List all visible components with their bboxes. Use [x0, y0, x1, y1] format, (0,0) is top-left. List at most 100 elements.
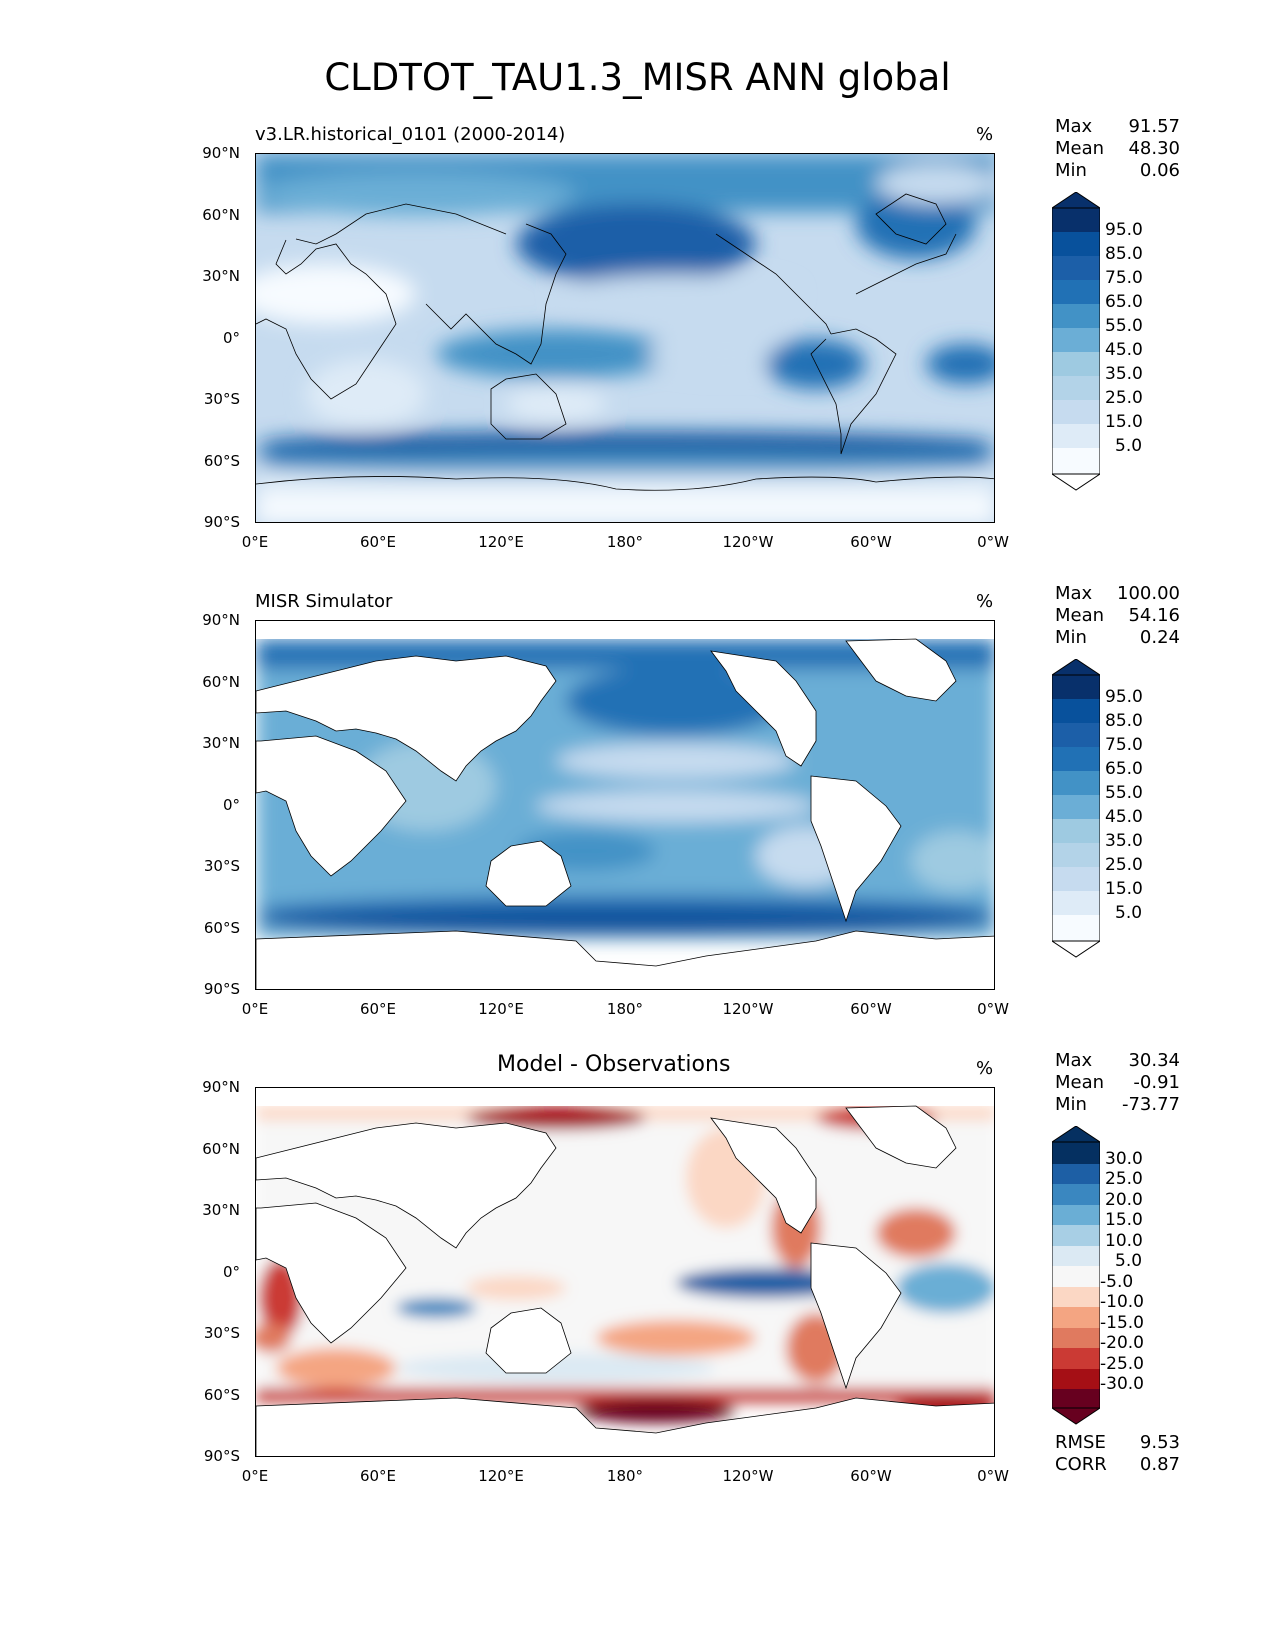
- panel2-cb-label: 5.0: [1115, 903, 1143, 923]
- panel1-lon-label-60e: 60°E: [359, 533, 397, 551]
- panel1-cb-label: 45.0: [1105, 340, 1143, 360]
- panel1-stat-min-value: 0.06: [1139, 160, 1180, 181]
- panel3-stat-mean-value: -0.91: [1133, 1072, 1180, 1093]
- panel3-lon-label-180: 180°: [606, 1467, 644, 1485]
- panel1-map: [255, 153, 995, 523]
- panel1-cb-label: 35.0: [1105, 364, 1143, 384]
- panel2-lon-label-0w: 0°W: [977, 1000, 1009, 1018]
- panel3-cb-label: 30.0: [1105, 1149, 1143, 1169]
- panel1-lat-label-0: 0°: [222, 329, 240, 347]
- panel3-stat-max-key: Max: [1055, 1050, 1093, 1071]
- panel2-lon-label-0e: 0°E: [241, 1000, 269, 1018]
- panel3-units: %: [976, 1058, 994, 1079]
- panel1-stat-mean-key: Mean: [1055, 138, 1105, 159]
- panel1-cb-label: 65.0: [1105, 292, 1143, 312]
- panel2-lon-label-60e: 60°E: [359, 1000, 397, 1018]
- panel3-stat-rmse-value: 9.53: [1139, 1432, 1180, 1453]
- panel2-stat-mean: Mean 54.16: [1055, 605, 1180, 627]
- panel1-stat-max-value: 91.57: [1128, 116, 1180, 137]
- panel1-lon-label-120w: 120°W: [722, 533, 774, 551]
- panel3-lat-label-90s: 90°S: [203, 1447, 240, 1465]
- panel3-cb-label: 25.0: [1105, 1169, 1143, 1189]
- panel3-cb-label: -15.0: [1100, 1313, 1144, 1333]
- panel2-map: [255, 620, 995, 990]
- panel3-cb-label: 15.0: [1105, 1210, 1143, 1230]
- panel3-cb-label: 10.0: [1105, 1231, 1143, 1251]
- panel2-stat-mean-value: 54.16: [1128, 605, 1180, 626]
- panel3-stat-max-value: 30.34: [1128, 1050, 1180, 1071]
- panel2-cb-label: 45.0: [1105, 807, 1143, 827]
- panel2-stat-max-value: 100.00: [1117, 583, 1180, 604]
- panel2-cb-label: 85.0: [1105, 711, 1143, 731]
- panel2-stat-max-key: Max: [1055, 583, 1093, 604]
- panel1-lon-label-60w: 60°W: [850, 533, 892, 551]
- panel2-cb-label: 35.0: [1105, 831, 1143, 851]
- panel2-cb-label: 55.0: [1105, 783, 1143, 803]
- panel1-lon-label-120e: 120°E: [478, 533, 524, 551]
- panel3-cb-label: -10.0: [1100, 1292, 1144, 1312]
- panel2-cb-label: 15.0: [1105, 879, 1143, 899]
- panel1-cb-label: 55.0: [1105, 316, 1143, 336]
- panel3-cb-label: 20.0: [1105, 1190, 1143, 1210]
- panel1-lat-label-90n: 90°N: [202, 144, 240, 162]
- panel3-lon-label-120e: 120°E: [478, 1467, 524, 1485]
- panel2-lat-label-90n: 90°N: [202, 611, 240, 629]
- panel1-colorbar-bins: [1052, 192, 1100, 491]
- panel2-lon-label-120w: 120°W: [722, 1000, 774, 1018]
- panel1-title: v3.LR.historical_0101 (2000-2014): [255, 124, 566, 145]
- panel3-map: [255, 1087, 995, 1457]
- panel3-cb-label: -30.0: [1100, 1374, 1144, 1394]
- panel2-stat-mean-key: Mean: [1055, 605, 1105, 626]
- panel2-lat-label-60s: 60°S: [203, 919, 240, 937]
- panel1-cb-label: 95.0: [1105, 220, 1143, 240]
- figure-title: CLDTOT_TAU1.3_MISR ANN global: [324, 56, 951, 99]
- panel1-cb-label: 75.0: [1105, 268, 1143, 288]
- panel1-lat-label-90s: 90°S: [203, 513, 240, 531]
- panel3-stat-rmse: RMSE 9.53: [1055, 1432, 1180, 1454]
- panel1-cb-label: 5.0: [1115, 436, 1143, 456]
- panel2-cb-label: 25.0: [1105, 855, 1143, 875]
- panel1-lat-label-60s: 60°S: [203, 452, 240, 470]
- panel2-lon-label-180: 180°: [606, 1000, 644, 1018]
- panel2-lon-label-60w: 60°W: [850, 1000, 892, 1018]
- panel3-stat-min-key: Min: [1055, 1094, 1087, 1115]
- panel3-stat-corr: CORR 0.87: [1055, 1454, 1180, 1476]
- panel3-lon-label-0w: 0°W: [977, 1467, 1009, 1485]
- panel3-stat-min-value: -73.77: [1121, 1094, 1180, 1115]
- panel2-stat-min-value: 0.24: [1139, 627, 1180, 648]
- panel2-stat-min-key: Min: [1055, 627, 1087, 648]
- panel1-lat-label-30s: 30°S: [203, 390, 240, 408]
- panel2-lat-label-90s: 90°S: [203, 980, 240, 998]
- panel3-colorbar: [1052, 1126, 1100, 1425]
- panel3-cb-label: -25.0: [1100, 1354, 1144, 1374]
- panel1-stat-min: Min 0.06: [1055, 160, 1180, 182]
- panel1-lon-label-0e: 0°E: [241, 533, 269, 551]
- panel2-lat-label-0: 0°: [222, 796, 240, 814]
- panel2-colorbar: [1052, 659, 1100, 958]
- panel1-lat-label-60n: 60°N: [202, 206, 240, 224]
- panel1-cb-label: 85.0: [1105, 244, 1143, 264]
- panel2-units: %: [976, 591, 994, 612]
- panel3-lon-label-120w: 120°W: [722, 1467, 774, 1485]
- panel1-cb-label: 25.0: [1105, 388, 1143, 408]
- panel2-lon-label-120e: 120°E: [478, 1000, 524, 1018]
- panel3-stat-corr-value: 0.87: [1139, 1454, 1180, 1475]
- panel3-lat-label-30s: 30°S: [203, 1324, 240, 1342]
- panel3-lat-label-30n: 30°N: [202, 1201, 240, 1219]
- panel3-stat-corr-key: CORR: [1055, 1454, 1107, 1475]
- panel3-lat-label-60s: 60°S: [203, 1386, 240, 1404]
- panel3-cb-label: 5.0: [1115, 1251, 1143, 1271]
- panel3-cb-label: -20.0: [1100, 1333, 1144, 1353]
- panel3-lat-label-90n: 90°N: [202, 1078, 240, 1096]
- panel3-stat-mean: Mean -0.91: [1055, 1072, 1180, 1094]
- panel2-colorbar-bins: [1052, 659, 1100, 958]
- panel1-stat-max-key: Max: [1055, 116, 1093, 137]
- panel1-stat-min-key: Min: [1055, 160, 1087, 181]
- panel1-lat-label-30n: 30°N: [202, 267, 240, 285]
- panel3-stat-rmse-key: RMSE: [1055, 1432, 1106, 1453]
- panel2-cb-label: 75.0: [1105, 735, 1143, 755]
- panel3-lat-label-60n: 60°N: [202, 1140, 240, 1158]
- panel1-colorbar: [1052, 192, 1100, 491]
- panel2-lat-label-30n: 30°N: [202, 734, 240, 752]
- panel3-stat-max: Max 30.34: [1055, 1050, 1180, 1072]
